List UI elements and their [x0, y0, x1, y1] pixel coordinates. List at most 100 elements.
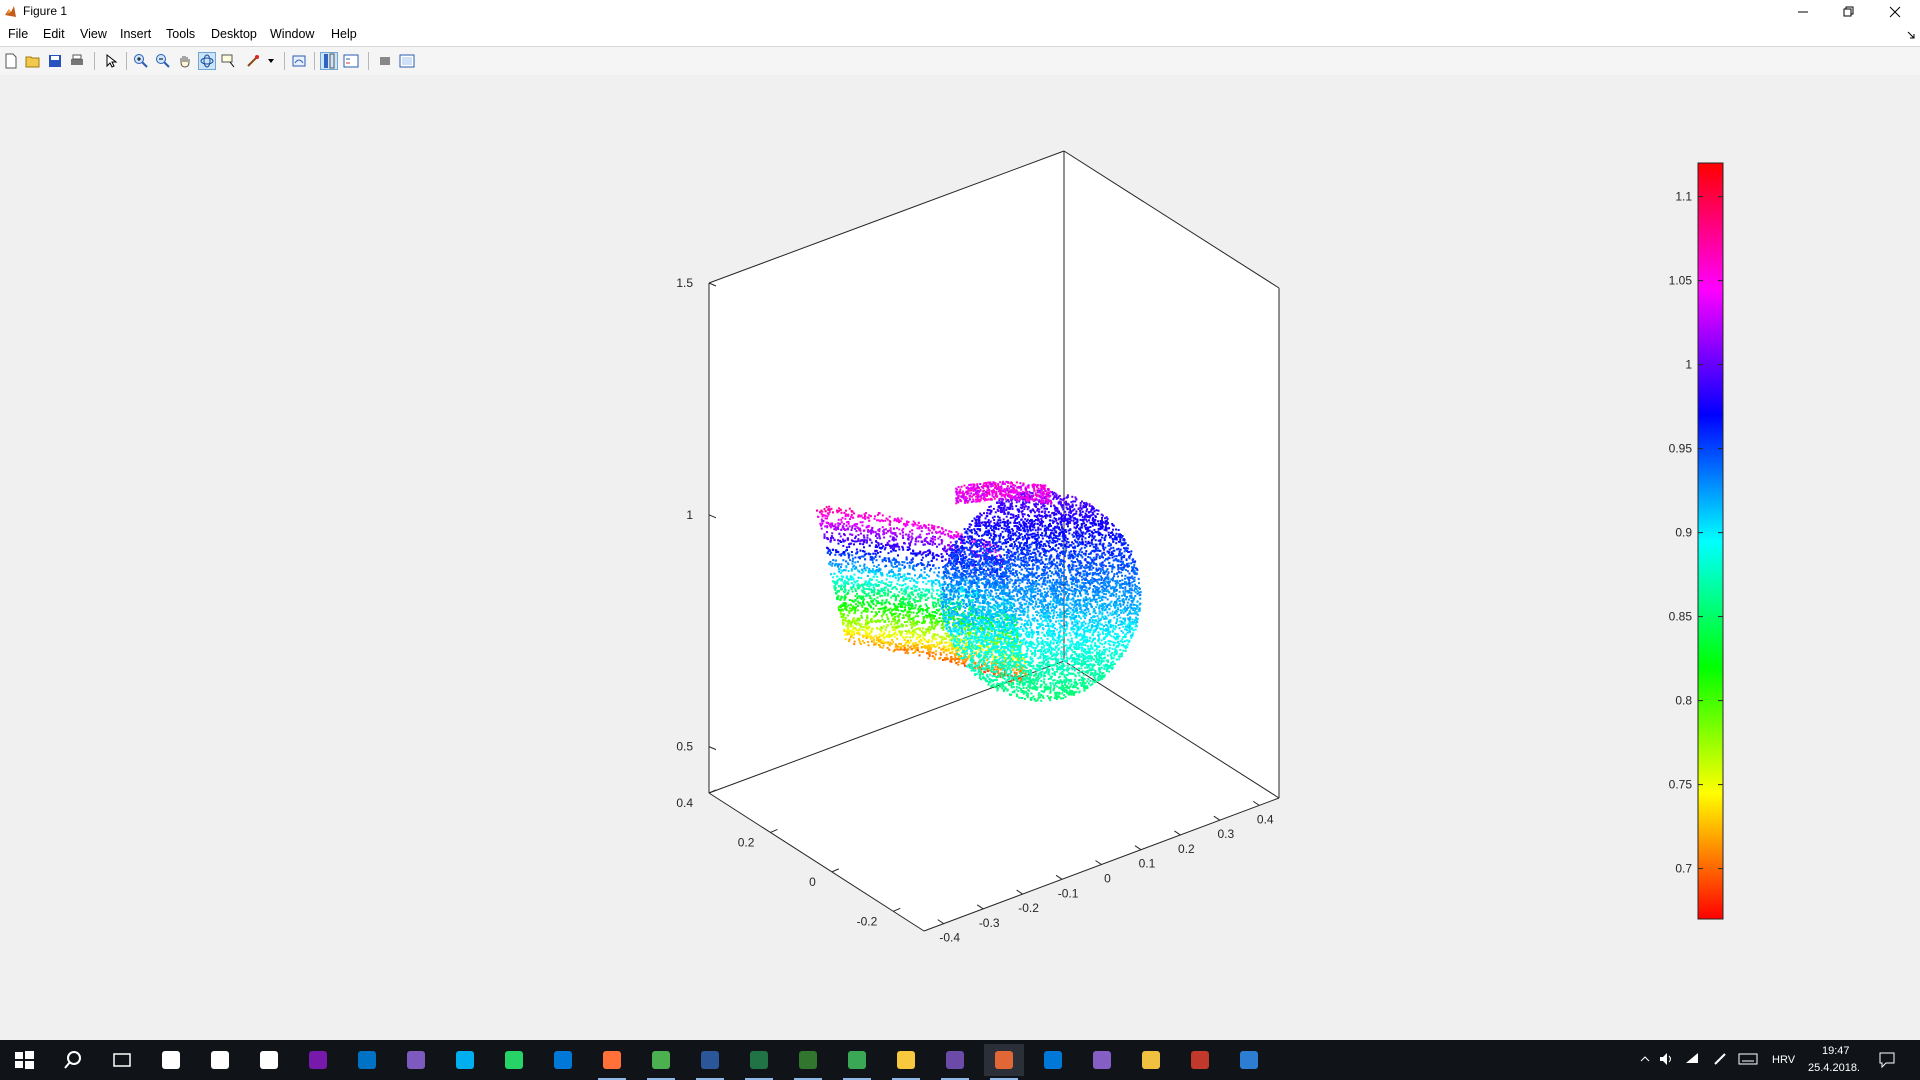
plot-3d-axes[interactable]: 0.5 1 1.5 -0.2 0 0.2 0.4 -0.4 -0.3 -0.2 -0.1 0 0.1 0.… — [0, 75, 1920, 1040]
edge-taskbar-button[interactable] — [543, 1044, 583, 1076]
matlab-logo-icon — [5, 6, 16, 17]
menu-desktop[interactable]: Desktop — [211, 27, 257, 41]
legend-button[interactable] — [342, 52, 360, 70]
x-tick-mark — [1134, 845, 1142, 851]
visual-studio-taskbar-button[interactable] — [1082, 1044, 1122, 1076]
z-tick-label: 1.5 — [676, 276, 693, 290]
notification-icon[interactable] — [1878, 1051, 1896, 1074]
store-taskbar-button[interactable] — [151, 1044, 191, 1076]
brush-button[interactable] — [244, 52, 262, 70]
print-icon — [71, 54, 83, 65]
windows-start-taskbar-button[interactable] — [4, 1044, 44, 1076]
restore-icon — [1843, 6, 1854, 17]
close-button[interactable] — [1872, 0, 1918, 24]
print-button[interactable] — [68, 52, 86, 70]
restore-button[interactable] — [1826, 0, 1872, 24]
edge-icon — [554, 1051, 572, 1069]
onenote-taskbar-button[interactable] — [298, 1044, 338, 1076]
pen-icon[interactable] — [1712, 1051, 1728, 1072]
hide-plot-tools-button[interactable] — [376, 52, 394, 70]
new-figure-button[interactable] — [2, 52, 20, 70]
brush-dropdown[interactable] — [266, 52, 276, 70]
task-view-taskbar-button[interactable] — [102, 1044, 142, 1076]
project-taskbar-button[interactable] — [788, 1044, 828, 1080]
edit-plot-button[interactable] — [102, 52, 120, 70]
wifi-icon[interactable] — [1684, 1051, 1700, 1072]
calculator-taskbar-button[interactable] — [249, 1044, 289, 1076]
open-file-button[interactable] — [24, 52, 42, 70]
maps-taskbar-button[interactable] — [1033, 1044, 1073, 1076]
windows-start-icon — [15, 1051, 34, 1069]
colorbar[interactable] — [1697, 162, 1724, 920]
search-taskbar-button[interactable] — [53, 1044, 93, 1076]
menu-file[interactable]: File — [8, 27, 29, 41]
matlab-taskbar-button[interactable] — [984, 1044, 1024, 1080]
media-app-taskbar-button[interactable] — [935, 1044, 975, 1080]
dock-arrow-icon[interactable] — [1906, 30, 1916, 40]
media-app-icon — [946, 1051, 964, 1069]
menu-insert[interactable]: Insert — [120, 27, 152, 41]
x-tick-label: 0.4 — [1257, 812, 1274, 826]
tray-chevron-icon[interactable] — [1639, 1052, 1651, 1070]
minimize-button[interactable] — [1780, 0, 1826, 24]
clock-date[interactable]: 25.4.2018. — [1808, 1062, 1860, 1074]
z-tick-mark — [708, 514, 717, 519]
store-icon — [162, 1051, 180, 1069]
network-app-taskbar-button[interactable] — [837, 1044, 877, 1080]
volume-icon[interactable] — [1658, 1051, 1674, 1072]
menu-help[interactable]: Help — [331, 27, 357, 41]
minimize-icon — [1798, 11, 1808, 13]
outlook-taskbar-button[interactable] — [347, 1044, 387, 1076]
toolbar-separator — [314, 52, 315, 70]
running-indicator — [843, 1078, 871, 1080]
file-explorer-taskbar-button[interactable] — [886, 1044, 926, 1080]
running-indicator — [598, 1078, 626, 1080]
y-tick-label: -0.2 — [857, 914, 878, 928]
viber-icon — [407, 1051, 425, 1069]
excel-taskbar-button[interactable] — [739, 1044, 779, 1080]
remote-desktop-taskbar-button[interactable] — [1229, 1044, 1269, 1076]
rotate-3d-button[interactable] — [198, 52, 216, 70]
figure-canvas[interactable]: 0.5 1 1.5 -0.2 0 0.2 0.4 -0.4 -0.3 -0.2 -0.1 0 0.1 0.… — [0, 75, 1920, 1040]
tools-taskbar-button[interactable] — [1131, 1044, 1171, 1076]
viber-taskbar-button[interactable] — [396, 1044, 436, 1076]
close-icon — [1889, 6, 1901, 18]
running-indicator — [990, 1078, 1018, 1080]
x-tick-label: -0.4 — [939, 931, 960, 945]
colorbar-button[interactable] — [320, 52, 338, 70]
clock-app-taskbar-button[interactable] — [200, 1044, 240, 1076]
chrome-taskbar-button[interactable] — [641, 1044, 681, 1080]
link-plot-button[interactable] — [290, 52, 308, 70]
brush-icon — [247, 55, 259, 67]
excel-icon — [750, 1051, 768, 1069]
toolbar-separator — [94, 52, 95, 70]
whatsapp-taskbar-button[interactable] — [494, 1044, 534, 1076]
x-tick-label: 0 — [1104, 872, 1111, 886]
show-plot-tools-button[interactable] — [398, 52, 416, 70]
language-indicator[interactable]: HRV — [1772, 1054, 1796, 1066]
menu-window[interactable]: Window — [270, 27, 315, 41]
new-figure-icon — [5, 53, 17, 69]
data-cursor-button[interactable] — [220, 52, 238, 70]
colorbar-tick-label: 0.75 — [1669, 778, 1693, 792]
window-titlebar: Figure 1 — [0, 0, 1920, 24]
vnc-taskbar-button[interactable] — [1180, 1044, 1220, 1076]
zoom-out-button[interactable] — [154, 52, 172, 70]
colorbar-ticks: 0.7 0.75 0.8 0.85 0.9 0.95 1 1.05 1.1 — [1669, 190, 1723, 876]
menu-view[interactable]: View — [80, 27, 107, 41]
toolbar-separator — [368, 52, 369, 70]
zoom-in-button[interactable] — [132, 52, 150, 70]
x-tick-mark — [1095, 860, 1102, 865]
word-taskbar-button[interactable] — [690, 1044, 730, 1080]
pan-button[interactable] — [176, 52, 194, 70]
keyboard-icon[interactable] — [1738, 1052, 1758, 1071]
clock-time[interactable]: 19:47 — [1822, 1045, 1850, 1057]
firefox-taskbar-button[interactable] — [592, 1044, 632, 1080]
colorbar-tick-label: 1.05 — [1669, 274, 1693, 288]
menu-edit[interactable]: Edit — [43, 27, 65, 41]
y-tick-mark — [831, 868, 840, 873]
save-button[interactable] — [46, 52, 64, 70]
skype-taskbar-button[interactable] — [445, 1044, 485, 1076]
menu-tools[interactable]: Tools — [166, 27, 196, 41]
x-tick-mark — [1016, 889, 1023, 895]
